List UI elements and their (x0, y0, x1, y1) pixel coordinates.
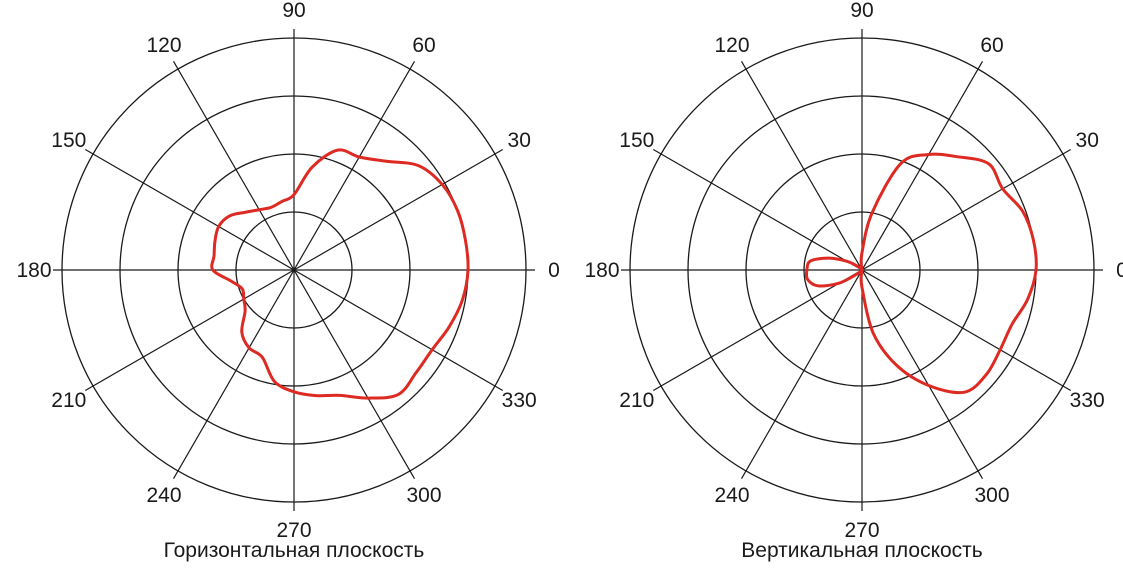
angle-tick-label: 120 (714, 34, 749, 57)
angle-tick-label: 240 (146, 484, 181, 507)
angle-tick-label: 330 (1070, 389, 1105, 412)
angle-tick-label: 30 (1076, 129, 1099, 152)
angle-tick-label: 240 (714, 484, 749, 507)
chart-caption: Горизонтальная плоскость (164, 539, 425, 562)
angle-tick-label: 210 (619, 389, 654, 412)
angle-tick-label: 30 (508, 129, 531, 152)
angle-tick-label: 210 (51, 389, 86, 412)
angle-tick-label: 270 (844, 519, 879, 542)
angle-tick-label: 120 (146, 34, 181, 57)
angle-tick-label: 60 (412, 34, 435, 57)
horizontal-plane-chart: 0 30 60 90 120 150 180 210 240 270 300 330 Горизонта… (16, 0, 559, 562)
angle-tick-label: 300 (974, 484, 1009, 507)
angle-tick-label: 60 (980, 34, 1003, 57)
angle-tick-label: 270 (276, 519, 311, 542)
radiation-pattern-curve (210, 148, 470, 400)
angle-tick-label: 0 (1116, 259, 1123, 282)
vertical-plane-chart: 0 30 60 90 120 150 180 210 240 270 300 330 Вертикаль… (584, 0, 1123, 562)
angle-tick-label: 330 (502, 389, 537, 412)
angle-tick-label: 150 (51, 129, 86, 152)
angle-tick-label: 90 (282, 0, 305, 22)
angle-tick-label: 180 (16, 259, 51, 282)
angle-tick-label: 90 (850, 0, 873, 22)
chart-caption: Вертикальная плоскость (741, 539, 983, 562)
angle-tick-label: 300 (406, 484, 441, 507)
angle-tick-label: 150 (619, 129, 654, 152)
angle-tick-label: 180 (584, 259, 619, 282)
radiation-pattern-curve (804, 152, 1038, 395)
angle-tick-label: 0 (548, 259, 560, 282)
